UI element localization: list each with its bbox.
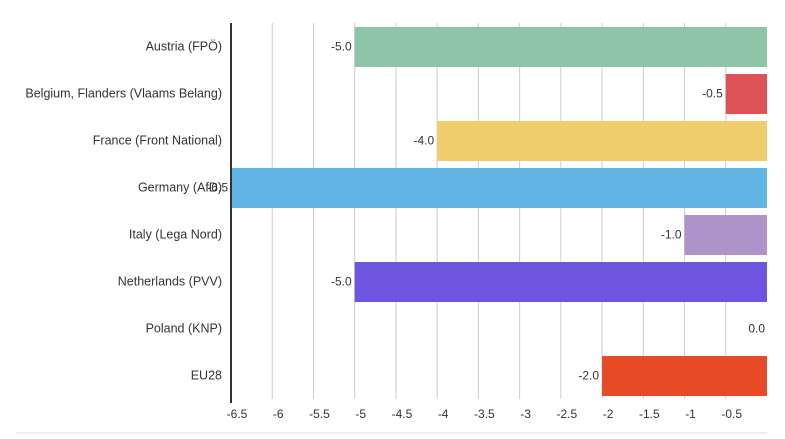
data-label: -5.0 [331, 40, 352, 54]
x-tick-label: -5 [355, 407, 366, 421]
bar [437, 121, 767, 161]
bar [602, 356, 767, 396]
x-tick-label: -6.5 [227, 407, 248, 421]
category-label: Poland (KNP) [146, 322, 222, 336]
x-tick-label: -2.5 [557, 407, 578, 421]
bar [354, 27, 767, 67]
data-label: -1.0 [661, 228, 682, 242]
category-label: France (Front National) [93, 134, 222, 148]
category-label: Netherlands (PVV) [118, 275, 222, 289]
bar [231, 168, 767, 208]
category-label: EU28 [191, 369, 222, 383]
x-tick-label: -4.5 [392, 407, 413, 421]
grid-lines [271, 23, 727, 399]
data-label: -5.0 [331, 275, 352, 289]
category-label: Belgium, Flanders (Vlaams Belang) [25, 87, 222, 101]
x-tick-label: -2 [603, 407, 614, 421]
bar [725, 74, 767, 114]
data-label: -6.5 [207, 181, 228, 195]
category-label: Italy (Lega Nord) [129, 228, 222, 242]
data-label: -0.5 [702, 87, 723, 101]
data-label: -4.0 [413, 134, 434, 148]
x-tick-label: -0.5 [721, 407, 742, 421]
x-tick-label: -3 [520, 407, 531, 421]
x-tick-label: -5.5 [309, 407, 330, 421]
data-label: -2.0 [578, 369, 599, 383]
x-tick-label: -1.5 [639, 407, 660, 421]
category-label: Austria (FPÖ) [146, 40, 222, 54]
bars [231, 27, 767, 396]
data-label: 0.0 [748, 322, 765, 336]
labels: Austria (FPÖ) -5.0 Belgium, Flanders (Vlaa… [25, 40, 765, 422]
bar [684, 215, 767, 255]
bar [354, 262, 767, 302]
x-tick-label: -1 [685, 407, 696, 421]
axes [16, 23, 767, 434]
x-tick-label: -6 [273, 407, 284, 421]
x-tick-label: -4 [438, 407, 449, 421]
x-tick-label: -3.5 [474, 407, 495, 421]
category-label: Germany (AfD) [138, 181, 222, 195]
